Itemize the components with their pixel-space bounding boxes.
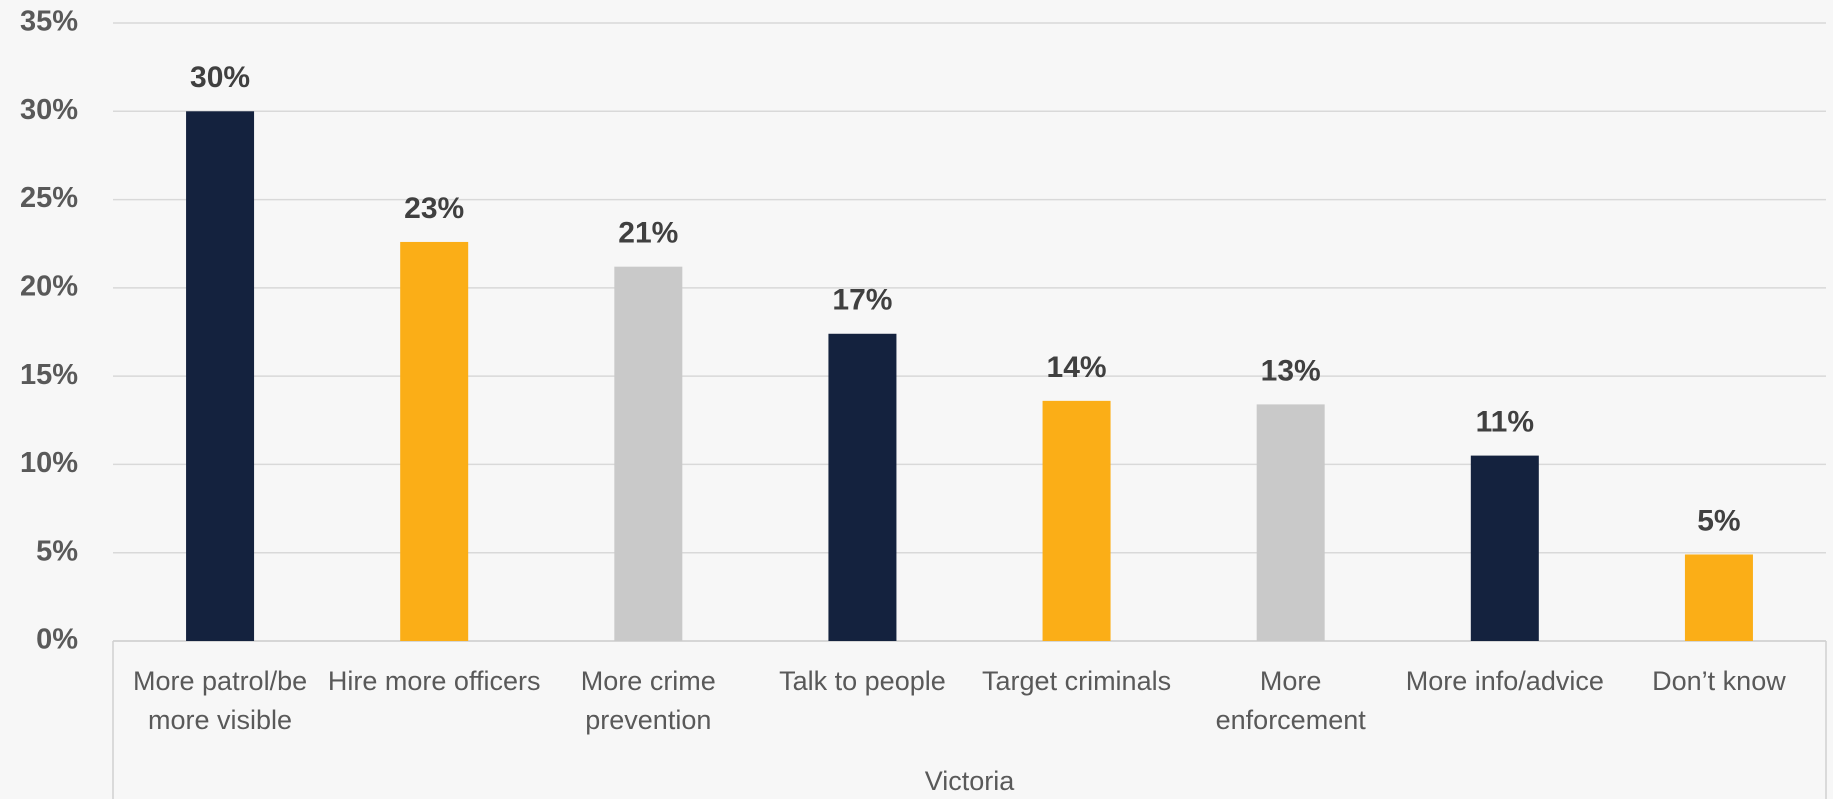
value-label: 17% bbox=[832, 284, 892, 317]
value-label: 11% bbox=[1476, 406, 1534, 439]
x-tick-label: Don’t know bbox=[1652, 666, 1786, 696]
y-tick-label: 10% bbox=[20, 447, 78, 479]
x-tick-label: Hire more officers bbox=[327, 666, 541, 696]
bar bbox=[614, 266, 683, 641]
y-tick-label: 25% bbox=[20, 182, 78, 214]
value-label: 21% bbox=[618, 217, 678, 250]
value-label: 30% bbox=[190, 61, 250, 94]
x-tick-label: More info/advice bbox=[1405, 666, 1604, 696]
bar bbox=[400, 241, 469, 641]
bar bbox=[186, 111, 255, 642]
value-label: 14% bbox=[1047, 351, 1107, 384]
y-tick-label: 5% bbox=[36, 535, 78, 567]
bar bbox=[1042, 400, 1111, 641]
bar bbox=[1470, 455, 1539, 641]
y-tick-label: 35% bbox=[20, 6, 78, 38]
y-tick-label: 20% bbox=[20, 271, 78, 303]
x-tick-label: More enforcement bbox=[1215, 666, 1366, 735]
y-tick-label: 15% bbox=[20, 359, 78, 391]
x-group-label: Victoria bbox=[924, 766, 1015, 796]
y-tick-label: 30% bbox=[20, 94, 78, 126]
value-label: 13% bbox=[1261, 354, 1321, 387]
x-tick-label: More crime prevention bbox=[580, 666, 716, 735]
value-label: 5% bbox=[1697, 504, 1740, 537]
value-label: 23% bbox=[404, 192, 464, 225]
bar bbox=[1684, 554, 1753, 641]
y-tick-label: 0% bbox=[36, 624, 78, 656]
bar bbox=[1256, 404, 1325, 641]
x-tick-label: Target criminals bbox=[982, 666, 1172, 696]
bar bbox=[828, 333, 897, 641]
x-tick-label: More patrol/be more visible bbox=[133, 666, 308, 735]
x-tick-label: Talk to people bbox=[779, 666, 946, 696]
